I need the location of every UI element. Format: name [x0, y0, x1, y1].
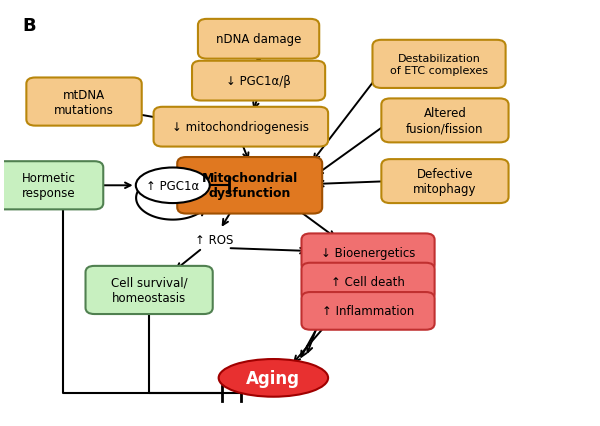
- Text: B: B: [22, 17, 35, 35]
- Ellipse shape: [218, 359, 328, 397]
- Text: ↑ ROS: ↑ ROS: [195, 234, 233, 247]
- Text: ↑ Inflammation: ↑ Inflammation: [322, 305, 414, 318]
- Text: ↑ PGC1α: ↑ PGC1α: [146, 179, 199, 192]
- Text: ↑ Cell death: ↑ Cell death: [331, 276, 405, 288]
- Text: Hormetic
response: Hormetic response: [22, 172, 76, 200]
- FancyBboxPatch shape: [177, 158, 322, 214]
- FancyBboxPatch shape: [373, 41, 506, 89]
- Text: Defective
mitophagy: Defective mitophagy: [413, 168, 477, 196]
- FancyBboxPatch shape: [382, 99, 509, 143]
- Ellipse shape: [136, 168, 210, 204]
- FancyBboxPatch shape: [198, 20, 319, 60]
- Text: Mitochondrial
dysfunction: Mitochondrial dysfunction: [202, 172, 298, 200]
- Text: ↓ PGC1α/β: ↓ PGC1α/β: [226, 75, 291, 88]
- FancyBboxPatch shape: [301, 263, 434, 301]
- FancyBboxPatch shape: [0, 162, 103, 210]
- FancyBboxPatch shape: [86, 266, 213, 314]
- FancyBboxPatch shape: [26, 78, 142, 127]
- Text: ↓ Bioenergetics: ↓ Bioenergetics: [321, 246, 415, 259]
- FancyBboxPatch shape: [301, 292, 434, 330]
- Text: nDNA damage: nDNA damage: [216, 33, 301, 46]
- FancyBboxPatch shape: [382, 160, 509, 204]
- Text: ↓ mitochondriogenesis: ↓ mitochondriogenesis: [172, 121, 310, 134]
- Text: Altered
fusion/fission: Altered fusion/fission: [406, 107, 484, 135]
- Text: Destabilization
of ETC complexes: Destabilization of ETC complexes: [390, 54, 488, 75]
- Text: Aging: Aging: [247, 369, 301, 387]
- FancyBboxPatch shape: [192, 62, 325, 101]
- FancyBboxPatch shape: [154, 107, 328, 147]
- Text: Cell survival/
homeostasis: Cell survival/ homeostasis: [111, 276, 187, 304]
- FancyBboxPatch shape: [301, 234, 434, 271]
- Text: mtDNA
mutations: mtDNA mutations: [54, 88, 114, 116]
